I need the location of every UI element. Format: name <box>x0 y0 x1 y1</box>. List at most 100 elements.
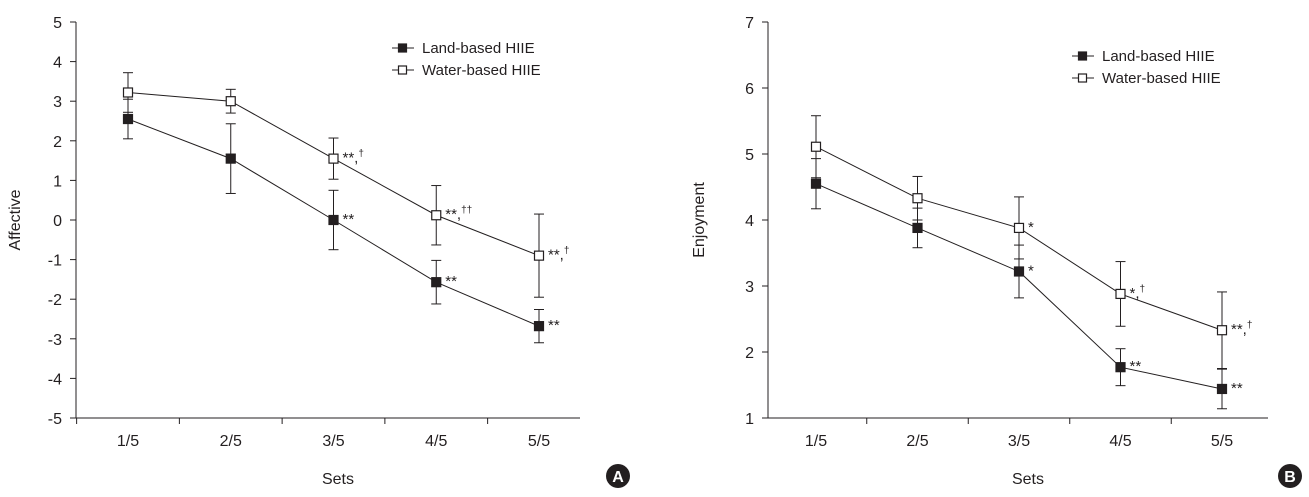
significance-mark: **, <box>343 150 359 167</box>
legend: Land-based HIIE Water-based HIIE <box>1072 48 1221 87</box>
data-point-open-square <box>431 210 442 221</box>
y-tick-label: 2 <box>745 345 754 362</box>
y-tick-label: 3 <box>745 279 754 296</box>
series-water-based: **,†**,† <box>810 115 1252 369</box>
y-tick-label: 6 <box>745 81 754 98</box>
significance-label: **,† <box>548 246 569 264</box>
significance-mark: *, <box>1130 285 1140 302</box>
significance-superscript: †† <box>461 205 472 216</box>
significance-label: **,† <box>343 149 364 167</box>
significance-superscript: † <box>1247 320 1253 331</box>
panel-badge: B <box>1278 464 1302 488</box>
significance-mark: ** <box>1231 380 1243 397</box>
legend-marker-open-square <box>397 65 408 75</box>
data-point-open-square <box>328 153 339 164</box>
legend-label: Water-based HIIE <box>1102 70 1221 87</box>
data-point-filled-square <box>533 321 545 332</box>
y-tick-label: -3 <box>48 332 62 349</box>
significance-mark: ** <box>445 273 457 290</box>
y-tick-label: 7 <box>745 15 754 32</box>
data-point-open-square <box>122 87 134 98</box>
data-point-open-square <box>533 250 545 261</box>
y-tick-label: 4 <box>53 55 62 72</box>
data-point-filled-square <box>912 222 923 234</box>
significance-mark: **, <box>1231 321 1247 338</box>
significance-label: **,†† <box>445 205 472 223</box>
significance-label: **,† <box>1231 320 1252 338</box>
y-tick-label: -5 <box>48 411 62 428</box>
significance-mark: **, <box>445 206 461 223</box>
x-tick-label: 1/5 <box>805 433 827 450</box>
x-tick-label: 4/5 <box>425 433 447 450</box>
data-point-filled-square <box>1115 362 1126 373</box>
significance-mark: **, <box>548 247 564 264</box>
panel-badge-circle <box>606 464 630 488</box>
data-point-filled-square <box>328 214 339 226</box>
significance-label: * <box>1028 219 1034 236</box>
y-tick-label: -2 <box>48 292 62 309</box>
significance-mark: ** <box>343 211 355 228</box>
y-tick-label: 1 <box>745 411 754 428</box>
x-axis-title: Sets <box>322 471 354 488</box>
y-tick-label: 5 <box>53 15 62 32</box>
y-tick-label: 3 <box>53 94 62 111</box>
data-point-open-square <box>1013 222 1025 234</box>
x-tick-label: 4/5 <box>1109 433 1131 450</box>
series-land-based: ***** <box>810 158 1243 410</box>
legend-marker-filled-square <box>1077 51 1088 61</box>
legend-label: Water-based HIIE <box>422 62 541 79</box>
x-axis-title: Sets <box>1012 471 1044 488</box>
data-point-filled-square <box>431 277 442 288</box>
x-tick-label: 2/5 <box>220 433 242 450</box>
y-tick-label: 5 <box>745 147 754 164</box>
significance-label: ** <box>445 273 457 290</box>
y-tick-label: -1 <box>48 253 62 270</box>
significance-superscript: † <box>564 246 570 257</box>
y-tick-label: 1 <box>53 173 62 190</box>
significance-label: ** <box>343 211 355 228</box>
significance-label: * <box>1028 262 1034 279</box>
legend-label: Land-based HIIE <box>1102 48 1215 65</box>
significance-label: ** <box>548 317 560 334</box>
legend-marker-filled-square <box>397 43 408 53</box>
significance-label: ** <box>1231 380 1243 397</box>
legend: Land-based HIIE Water-based HIIE <box>392 40 541 79</box>
significance-label: ** <box>1130 358 1142 375</box>
y-tick-label: 2 <box>53 134 62 151</box>
panel-badge-label: A <box>612 469 624 486</box>
significance-mark: * <box>1028 219 1034 236</box>
data-point-open-square <box>1216 325 1228 336</box>
data-point-open-square <box>1115 288 1126 300</box>
significance-label: *,† <box>1130 284 1146 302</box>
series-water-based: **,†**,††**,† <box>122 72 569 298</box>
x-tick-label: 3/5 <box>322 433 344 450</box>
significance-superscript: † <box>358 149 364 160</box>
panel-badge-circle <box>1278 464 1302 488</box>
significance-superscript: † <box>1140 284 1146 295</box>
significance-mark: * <box>1028 262 1034 279</box>
panel-badge: A <box>606 464 630 488</box>
data-point-filled-square <box>1013 266 1025 277</box>
panel-badge-label: B <box>1284 469 1296 486</box>
data-point-filled-square <box>810 178 822 189</box>
legend-marker-open-square <box>1077 73 1088 83</box>
significance-mark: ** <box>548 317 560 334</box>
y-axis-title: Affective <box>7 189 24 250</box>
data-point-filled-square <box>1216 383 1228 395</box>
data-point-open-square <box>225 96 236 107</box>
data-point-filled-square <box>225 153 236 164</box>
x-tick-label: 2/5 <box>906 433 928 450</box>
legend-label: Land-based HIIE <box>422 40 535 57</box>
x-tick-label: 5/5 <box>528 433 550 450</box>
significance-mark: ** <box>1130 358 1142 375</box>
data-point-open-square <box>912 193 923 204</box>
x-tick-label: 5/5 <box>1211 433 1233 450</box>
data-point-filled-square <box>122 113 134 125</box>
y-axis-title: Enjoyment <box>691 182 708 258</box>
data-point-open-square <box>810 141 822 152</box>
series-land-based: ** ** ** <box>122 98 560 344</box>
x-tick-label: 3/5 <box>1008 433 1030 450</box>
